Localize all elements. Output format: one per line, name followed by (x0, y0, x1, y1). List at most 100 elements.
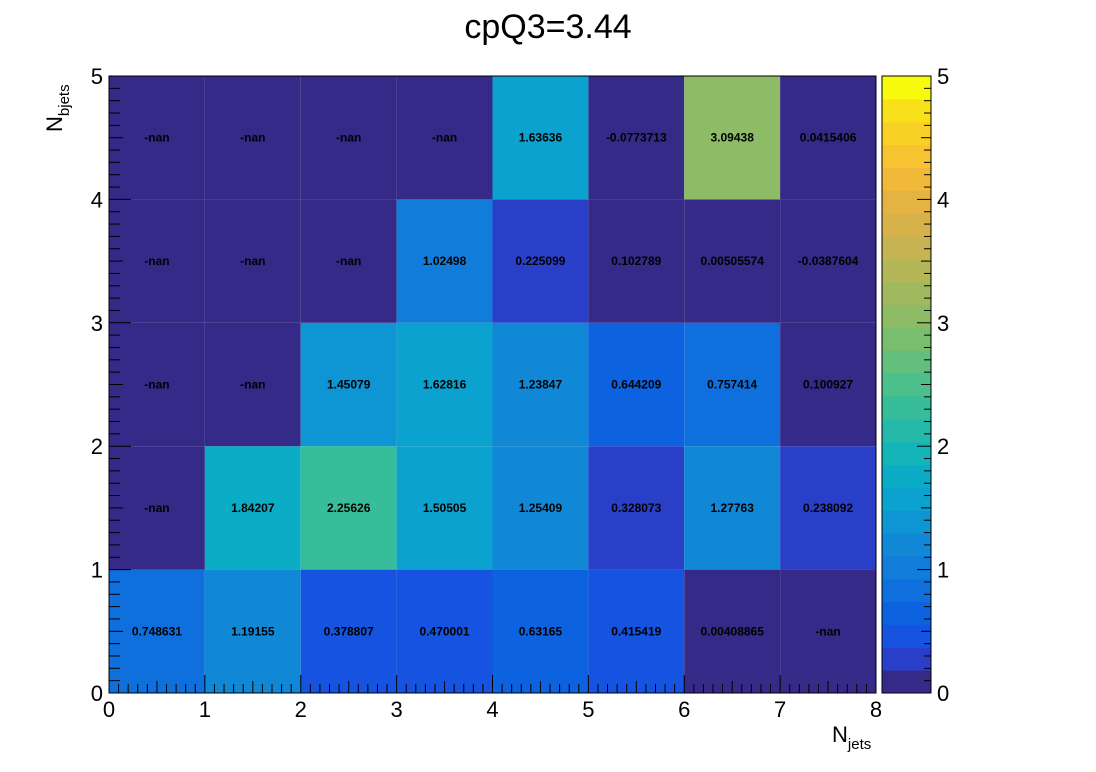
x-tick-label: 1 (199, 697, 211, 722)
cell-value-label: -nan (240, 254, 265, 268)
cell-value-label: 0.238092 (803, 501, 853, 515)
x-tick-label: 7 (774, 697, 786, 722)
color-scale-swatch (882, 601, 931, 625)
heatmap-cell (492, 446, 589, 570)
heatmap-cell (780, 199, 876, 323)
color-scale-swatch (882, 235, 931, 260)
x-axis-title: Njets (832, 722, 871, 753)
cell-value-label: 0.0415406 (800, 131, 857, 145)
cell-value-label: 0.644209 (611, 378, 661, 392)
x-tick-label: 0 (103, 697, 115, 722)
heatmap-cell (780, 446, 876, 570)
color-scale-bar (881, 75, 932, 694)
color-scale-swatch (882, 464, 931, 488)
color-scale-swatch (882, 395, 931, 420)
heatmap-cell (204, 76, 301, 200)
heatmap-cell (684, 569, 781, 693)
cell-value-label: -nan (144, 131, 169, 145)
heatmap-cell (588, 199, 685, 323)
heatmap-cell (300, 446, 397, 570)
heatmap-cell (109, 446, 205, 570)
cell-value-label: -nan (432, 131, 457, 145)
color-scale-swatch (882, 487, 931, 511)
heatmap-cell (588, 76, 685, 200)
x-tick-label: 6 (678, 697, 690, 722)
cell-value-label: 1.84207 (231, 501, 275, 515)
heatmap-cell (396, 322, 493, 447)
x-tick-label: 2 (295, 697, 307, 722)
cell-value-label: 1.50505 (423, 501, 467, 515)
cell-value-label: 1.02498 (423, 254, 467, 268)
y-axis-title: Nbjets (42, 84, 73, 132)
cell-value-label: -nan (144, 378, 169, 392)
color-scale-swatch (882, 121, 931, 146)
cell-value-label: -nan (240, 131, 265, 145)
cell-value-label: -nan (240, 378, 265, 392)
cell-value-label: 1.62816 (423, 378, 467, 392)
cell-value-label: 0.378807 (324, 624, 374, 638)
cell-value-label: 0.757414 (707, 378, 757, 392)
z-tick-label: 5 (937, 64, 949, 89)
heatmap-cell (492, 76, 589, 200)
z-tick-label: 0 (937, 681, 949, 706)
cell-value-label: 3.09438 (710, 131, 754, 145)
color-scale-swatch (882, 327, 931, 351)
cell-value-label: -0.0773713 (606, 131, 667, 145)
cell-value-label: 1.25409 (519, 501, 563, 515)
y-tick-label: 3 (91, 311, 103, 336)
heatmap-cell (684, 322, 781, 447)
color-scale-swatch (882, 533, 931, 557)
y-tick-label: 1 (91, 558, 103, 583)
cell-value-label: -nan (815, 624, 840, 638)
color-scale-swatch (882, 281, 931, 306)
x-axis-title-main: N (832, 722, 848, 747)
cell-value-label: 0.225099 (515, 254, 565, 268)
cell-value-label: 0.63165 (519, 624, 563, 638)
x-tick-label: 5 (582, 697, 594, 722)
color-scale-swatch (882, 304, 931, 328)
z-tick-label: 3 (937, 311, 949, 336)
heatmap-cell (588, 569, 685, 693)
cell-value-label: -nan (144, 501, 169, 515)
heatmap-cell (204, 569, 301, 693)
y-tick-label: 2 (91, 434, 103, 459)
color-scale-axis: 0 1 2 3 4 5 (917, 64, 949, 706)
cell-value-label: -nan (336, 131, 361, 145)
heatmap-cell (204, 322, 301, 447)
x-axis: 0 1 2 3 4 5 6 7 8 (103, 675, 882, 722)
z-tick-label: 1 (937, 558, 949, 583)
z-tick-label: 4 (937, 187, 949, 212)
heatmap-cell (492, 199, 589, 323)
heatmap-cell (396, 569, 493, 693)
x-axis-title-sub: jets (847, 736, 871, 753)
heatmap-cell (300, 322, 397, 447)
z-tick-label: 2 (937, 434, 949, 459)
color-scale-swatch (882, 98, 931, 123)
color-scale-swatch (882, 578, 931, 603)
cell-value-label: 1.45079 (327, 378, 371, 392)
cell-value-label: 1.19155 (231, 624, 275, 638)
color-scale-swatch (882, 213, 931, 237)
cell-value-label: 2.25626 (327, 501, 371, 515)
heatmap-cell (684, 446, 781, 570)
color-scale-swatch (882, 510, 931, 534)
heatmap-cell (204, 446, 301, 570)
color-scale-swatch (882, 441, 931, 465)
cell-value-label: 1.63636 (519, 131, 563, 145)
heatmap-cell (396, 76, 493, 200)
color-scale-swatch (882, 670, 931, 694)
cell-value-label: 1.27763 (710, 501, 754, 515)
x-tick-label: 8 (870, 697, 882, 722)
heatmap-cell (684, 76, 781, 200)
heatmap-cell (204, 199, 301, 323)
color-scale-swatch (882, 418, 931, 443)
heatmap-cells (109, 76, 876, 693)
chart-title: cpQ3=3.44 (464, 8, 631, 46)
cell-value-label: 0.00505574 (700, 254, 764, 268)
x-tick-label: 4 (486, 697, 498, 722)
color-scale-swatch (882, 167, 931, 191)
color-scale-swatch (882, 555, 931, 580)
cell-value-label: 0.415419 (611, 624, 661, 638)
cell-value-label: 0.100927 (803, 378, 853, 392)
